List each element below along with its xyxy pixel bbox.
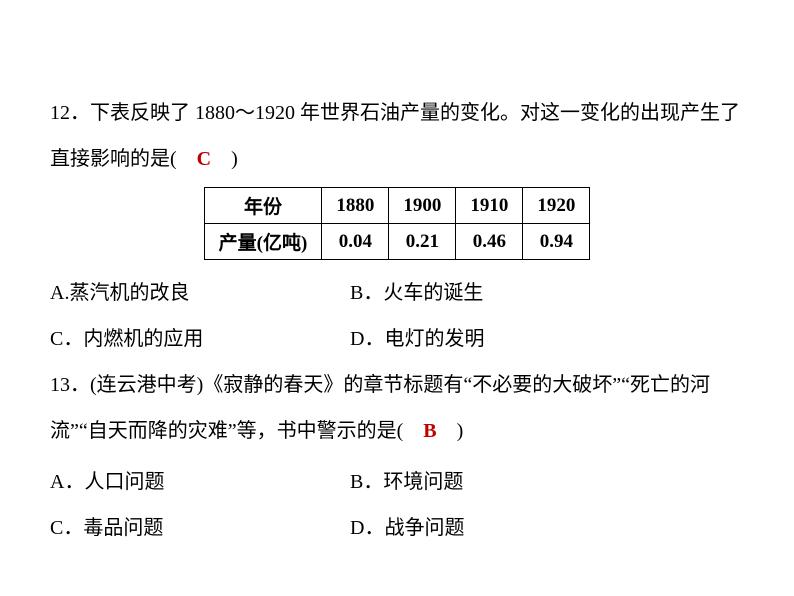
q13-text-2: ): [437, 420, 464, 442]
q12-option-b: B．火车的诞生: [350, 270, 744, 316]
q12-number: 12．: [50, 102, 90, 124]
q13-text-1: (连云港中考)《寂静的春天》的章节标题有“不必要的大破坏”“死亡的河流”“自天而…: [50, 374, 710, 442]
q13-option-b: B．环境问题: [350, 459, 744, 505]
table-value-2: 0.21: [389, 224, 456, 260]
q12-answer: C: [197, 148, 211, 170]
q12-option-c: C．内燃机的应用: [50, 316, 350, 362]
q12-options-row-2: C．内燃机的应用 D．电灯的发明: [50, 316, 744, 362]
q12-text-2: ): [211, 148, 238, 170]
q12-options-row-1: A.蒸汽机的改良 B．火车的诞生: [50, 270, 744, 316]
question-12: 12．下表反映了 1880～1920 年世界石油产量的变化。对这一变化的出现产生…: [50, 90, 744, 182]
q13-options-row-1: A．人口问题 B．环境问题: [50, 459, 744, 505]
table-year-2: 1900: [389, 188, 456, 224]
q12-text-1: 下表反映了 1880～1920 年世界石油产量的变化。对这一变化的出现产生了直接…: [50, 102, 740, 170]
question-13: 13．(连云港中考)《寂静的春天》的章节标题有“不必要的大破坏”“死亡的河流”“…: [50, 362, 744, 454]
q13-options-row-2: C．毒品问题 D．战争问题: [50, 505, 744, 551]
table-year-4: 1920: [523, 188, 590, 224]
q13-answer: B: [423, 420, 436, 442]
table-header-row: 年份 1880 1900 1910 1920: [204, 188, 590, 224]
table-value-1: 0.04: [322, 224, 389, 260]
table-year-1: 1880: [322, 188, 389, 224]
q13-number: 13．: [50, 374, 90, 396]
q13-option-c: C．毒品问题: [50, 505, 350, 551]
q12-data-table: 年份 1880 1900 1910 1920 产量(亿吨) 0.04 0.21 …: [204, 187, 591, 260]
table-value-4: 0.94: [523, 224, 590, 260]
table-value-3: 0.46: [456, 224, 523, 260]
q13-option-a: A．人口问题: [50, 459, 350, 505]
table-year-3: 1910: [456, 188, 523, 224]
table-data-row: 产量(亿吨) 0.04 0.21 0.46 0.94: [204, 224, 590, 260]
table-row-label: 产量(亿吨): [204, 224, 322, 260]
q12-option-d: D．电灯的发明: [350, 316, 744, 362]
q12-option-a: A.蒸汽机的改良: [50, 270, 350, 316]
table-header-label: 年份: [204, 188, 322, 224]
q13-option-d: D．战争问题: [350, 505, 744, 551]
